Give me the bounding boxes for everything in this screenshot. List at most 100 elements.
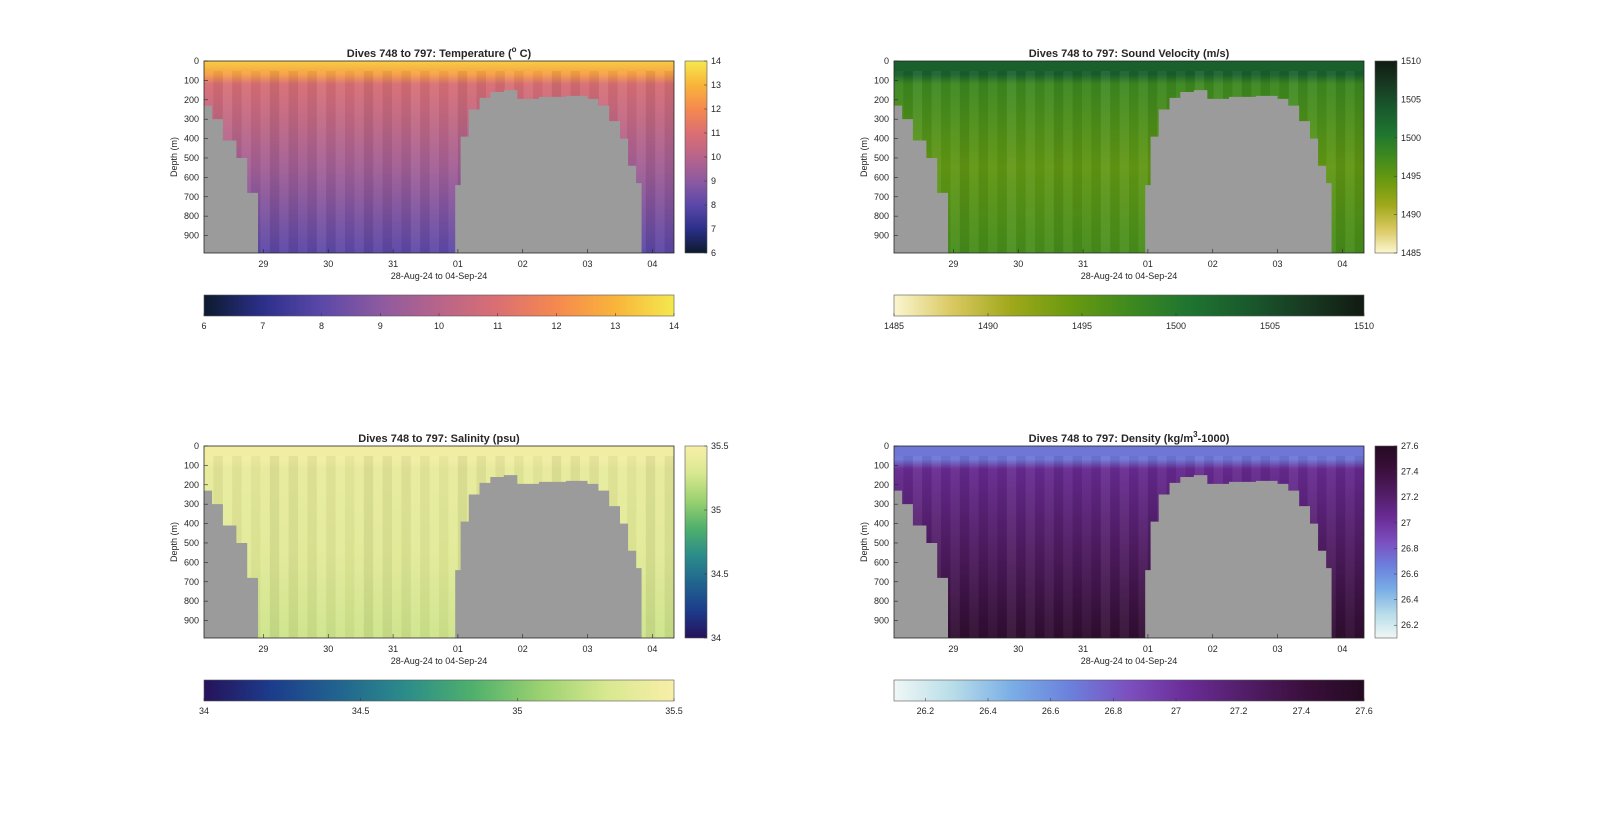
- dive-stripe: [401, 456, 411, 638]
- title-text: Dives 748 to 797: Salinity (psu): [358, 433, 520, 445]
- dive-stripe: [298, 71, 307, 253]
- dive-stripe: [1025, 456, 1035, 638]
- colorbar-tick-label: 11: [711, 128, 720, 138]
- x-tick-label: 03: [1273, 259, 1283, 269]
- x-tick-label: 29: [948, 259, 958, 269]
- y-tick-label: 900: [874, 231, 889, 241]
- colorbar-horizontal: [203, 679, 675, 702]
- title-text: Dives 748 to 797: Density (kg/m: [1029, 433, 1194, 445]
- colorbar-h-tick-label: 34: [199, 706, 209, 716]
- x-tick-label: 29: [258, 644, 268, 654]
- dive-stripe: [298, 456, 307, 638]
- dive-stripe: [316, 456, 327, 638]
- colorbar-tick-label: 26.8: [1401, 543, 1419, 553]
- colorbar-tick-label: 26.2: [1401, 620, 1419, 630]
- colorbar-h-tick-label: 1510: [1354, 321, 1374, 331]
- colorbar-h-tick-label: 35: [512, 706, 522, 716]
- y-tick-label: 100: [184, 75, 199, 85]
- y-tick-label: 500: [874, 153, 889, 163]
- x-tick-label: 31: [1078, 259, 1088, 269]
- dive-stripe: [1345, 456, 1354, 638]
- y-axis-label: Depth (m): [169, 522, 179, 562]
- dive-stripe: [335, 456, 345, 638]
- dive-stripe: [1345, 71, 1354, 253]
- x-tick-label: 04: [1337, 259, 1347, 269]
- dive-stripe: [997, 71, 1007, 253]
- panel-sound-velocity: Dives 748 to 797: Sound Velocity (m/s)01…: [859, 48, 1421, 331]
- dive-stripe: [420, 456, 429, 638]
- x-tick-label: 30: [323, 644, 333, 654]
- terrain-right: [452, 90, 642, 253]
- y-tick-label: 800: [184, 596, 199, 606]
- dive-stripe: [978, 71, 988, 253]
- colorbar-vertical: [1374, 60, 1398, 254]
- dive-stripe: [307, 71, 317, 253]
- y-tick-label: 600: [874, 557, 889, 567]
- colorbar-tick-label: 26.6: [1401, 569, 1419, 579]
- x-tick-label: 01: [1143, 644, 1153, 654]
- x-tick-label: 03: [583, 259, 593, 269]
- x-tick-label: 01: [1143, 259, 1153, 269]
- colorbar-horizontal: [893, 294, 1365, 317]
- colorbar-horizontal: [203, 294, 675, 317]
- colorbar-h-tick-label: 27.4: [1293, 706, 1311, 716]
- dive-stripe: [1335, 456, 1346, 638]
- colorbar-vertical: [684, 445, 708, 639]
- dive-stripe: [1100, 456, 1111, 638]
- y-tick-label: 600: [874, 172, 889, 182]
- colorbar-tick-label: 35: [711, 505, 721, 515]
- colorbar-tick-label: 1495: [1401, 171, 1421, 181]
- colorbar-h-tick-label: 1495: [1072, 321, 1092, 331]
- x-axis-label: 28-Aug-24 to 04-Sep-24: [1081, 271, 1178, 281]
- dive-stripe: [959, 456, 970, 638]
- dive-stripe: [1119, 71, 1129, 253]
- dive-stripe: [326, 456, 335, 638]
- colorbar-vertical: [1374, 445, 1398, 639]
- y-tick-label: 300: [874, 499, 889, 509]
- dive-stripe: [429, 71, 439, 253]
- dive-stripe: [1072, 456, 1082, 638]
- terrain-left: [894, 105, 949, 253]
- dive-stripe: [1082, 71, 1091, 253]
- colorbar-tick-label: 12: [711, 104, 721, 114]
- colorbar-h-tick-label: 1490: [978, 321, 998, 331]
- dive-stripe: [1082, 456, 1091, 638]
- terrain-left: [204, 105, 259, 253]
- terrain-right: [1142, 475, 1332, 638]
- y-axis-label: Depth (m): [859, 522, 869, 562]
- dive-stripe: [439, 71, 448, 253]
- y-tick-label: 0: [194, 441, 199, 451]
- colorbar-tick-label: 34.5: [711, 569, 729, 579]
- panel-temperature: Dives 748 to 797: Temperature (o C)01002…: [169, 45, 721, 331]
- dive-stripe: [439, 456, 448, 638]
- y-tick-label: 100: [874, 460, 889, 470]
- colorbar-h-tick-label: 1485: [884, 321, 904, 331]
- dive-stripe: [1110, 71, 1119, 253]
- dive-stripe: [645, 71, 656, 253]
- x-tick-label: 04: [647, 644, 657, 654]
- y-tick-label: 800: [874, 596, 889, 606]
- dive-stripe: [1091, 71, 1101, 253]
- dive-stripe: [664, 71, 674, 253]
- dive-stripe: [448, 71, 458, 253]
- y-tick-label: 500: [184, 538, 199, 548]
- title-superscript: o: [512, 45, 517, 54]
- dive-stripe: [645, 456, 656, 638]
- colorbar-tick-label: 1505: [1401, 94, 1421, 104]
- colorbar-h-tick-label: 26.8: [1105, 706, 1123, 716]
- dive-stripe: [950, 71, 960, 253]
- y-tick-label: 0: [884, 56, 889, 66]
- y-tick-label: 400: [184, 134, 199, 144]
- panel-density: Dives 748 to 797: Density (kg/m3-1000)01…: [859, 430, 1419, 716]
- dive-stripe: [392, 71, 401, 253]
- colorbar-tick-label: 1485: [1401, 248, 1421, 258]
- x-tick-label: 30: [323, 259, 333, 269]
- x-tick-label: 31: [1078, 644, 1088, 654]
- dive-stripe: [1044, 71, 1054, 253]
- colorbar-tick-label: 13: [711, 80, 721, 90]
- y-axis-label: Depth (m): [169, 137, 179, 177]
- dive-stripe: [1129, 456, 1138, 638]
- y-axis-label: Depth (m): [859, 137, 869, 177]
- colorbar-h-tick-label: 8: [319, 321, 324, 331]
